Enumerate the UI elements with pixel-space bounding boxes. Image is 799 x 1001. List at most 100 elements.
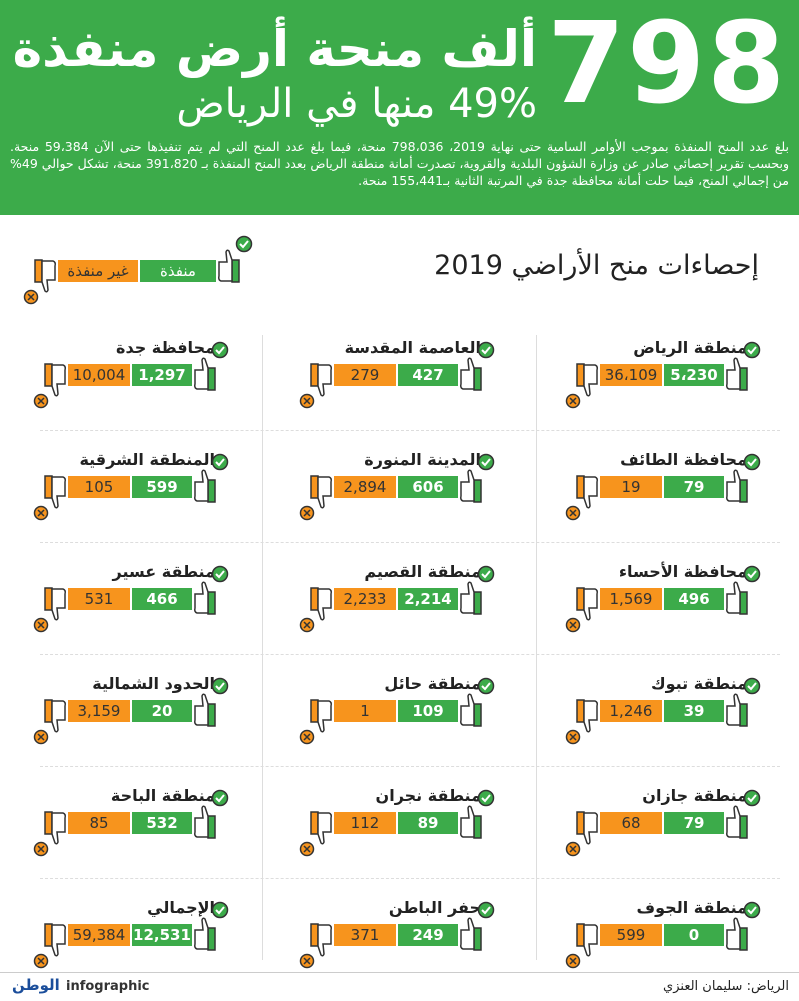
thumb-up	[726, 693, 748, 727]
check-icon	[743, 789, 761, 807]
implemented-count: 5،230	[664, 364, 724, 386]
region-name: الحدود الشمالية	[92, 674, 215, 693]
not-implemented-count: 36،109	[600, 364, 662, 386]
footer-label: infographic	[66, 979, 150, 994]
implemented-count: 20	[132, 700, 192, 722]
check-icon	[477, 789, 495, 807]
cross-icon	[565, 729, 581, 745]
region-name: حفر الباطن	[388, 898, 481, 917]
thumb-up	[460, 469, 482, 503]
not-implemented-count: 112	[334, 812, 396, 834]
thumb-down	[576, 363, 598, 397]
headline-number: 798	[547, 0, 787, 129]
check-icon	[743, 901, 761, 919]
implemented-count: 109	[398, 700, 458, 722]
implemented-count: 606	[398, 476, 458, 498]
check-icon	[743, 565, 761, 583]
legend-thumb-down	[34, 259, 56, 293]
legend-thumb-up	[218, 249, 240, 283]
region-name: منطقة جازان	[642, 786, 747, 805]
implemented-count: 599	[132, 476, 192, 498]
thumb-down	[576, 923, 598, 957]
cross-icon	[565, 393, 581, 409]
column-divider	[262, 335, 263, 960]
not-implemented-count: 85	[68, 812, 130, 834]
not-implemented-count: 1,246	[600, 700, 662, 722]
implemented-count: 39	[664, 700, 724, 722]
not-implemented-count: 2,894	[334, 476, 396, 498]
not-implemented-count: 2,233	[334, 588, 396, 610]
thumb-down	[44, 923, 66, 957]
region-name: الإجمالي	[147, 898, 215, 917]
implemented-count: 532	[132, 812, 192, 834]
region-name: محافظة جدة	[116, 338, 215, 357]
check-icon	[211, 789, 229, 807]
region-name: منطقة الباحة	[110, 786, 215, 805]
thumb-up	[460, 805, 482, 839]
cross-icon	[299, 393, 315, 409]
cross-icon	[33, 729, 49, 745]
not-implemented-count: 1,569	[600, 588, 662, 610]
credit: الرياض: سليمان العنزي	[663, 979, 789, 994]
header: 798 ألف منحة أرض منفذة 49% منها في الريا…	[0, 0, 799, 215]
cross-icon	[33, 841, 49, 857]
logo: الوطن	[12, 976, 60, 994]
headline: ألف منحة أرض منفذة	[12, 20, 537, 78]
cross-icon	[299, 505, 315, 521]
cross-icon	[33, 393, 49, 409]
legend-check	[235, 235, 253, 253]
not-implemented-count: 599	[600, 924, 662, 946]
thumb-up	[194, 469, 216, 503]
cross-icon	[565, 505, 581, 521]
legend-not-implemented: غير منفذة	[58, 260, 138, 282]
not-implemented-count: 371	[334, 924, 396, 946]
cross-icon	[33, 617, 49, 633]
check-icon	[211, 901, 229, 919]
thumb-up	[194, 917, 216, 951]
column-divider	[536, 335, 537, 960]
thumb-down	[44, 363, 66, 397]
region-name: منطقة القصيم	[364, 562, 481, 581]
implemented-count: 249	[398, 924, 458, 946]
thumb-down	[310, 811, 332, 845]
thumb-up	[726, 805, 748, 839]
check-icon	[477, 341, 495, 359]
region-name: المنطقة الشرقية	[79, 450, 215, 469]
thumb-down	[576, 811, 598, 845]
thumb-up	[460, 693, 482, 727]
implemented-count: 427	[398, 364, 458, 386]
cross-icon	[565, 841, 581, 857]
check-icon	[743, 341, 761, 359]
footer: الرياض: سليمان العنزي infographic الوطن	[0, 972, 799, 1001]
legend-cross	[23, 289, 39, 305]
region-name: منطقة نجران	[375, 786, 481, 805]
region-name: منطقة الجوف	[636, 898, 747, 917]
thumb-down	[310, 923, 332, 957]
not-implemented-count: 3,159	[68, 700, 130, 722]
region-name: منطقة تبوك	[650, 674, 747, 693]
thumb-up	[726, 917, 748, 951]
thumb-down	[44, 475, 66, 509]
row-divider	[40, 766, 780, 767]
cross-icon	[565, 617, 581, 633]
region-name: المدينة المنورة	[364, 450, 481, 469]
not-implemented-count: 59,384	[68, 924, 130, 946]
cross-icon	[33, 505, 49, 521]
legend-implemented: منفذة	[140, 260, 216, 282]
section-title: إحصاءات منح الأراضي 2019	[434, 250, 759, 281]
region-name: منطقة الرياض	[633, 338, 747, 357]
implemented-count: 12,531	[132, 924, 192, 946]
thumb-down	[576, 475, 598, 509]
region-name: منطقة عسير	[112, 562, 215, 581]
thumb-down	[576, 587, 598, 621]
check-icon	[743, 677, 761, 695]
not-implemented-count: 105	[68, 476, 130, 498]
check-icon	[477, 901, 495, 919]
check-icon	[211, 565, 229, 583]
implemented-count: 89	[398, 812, 458, 834]
cross-icon	[299, 729, 315, 745]
implemented-count: 466	[132, 588, 192, 610]
thumb-up	[194, 693, 216, 727]
check-icon	[477, 453, 495, 471]
cross-icon	[33, 953, 49, 969]
